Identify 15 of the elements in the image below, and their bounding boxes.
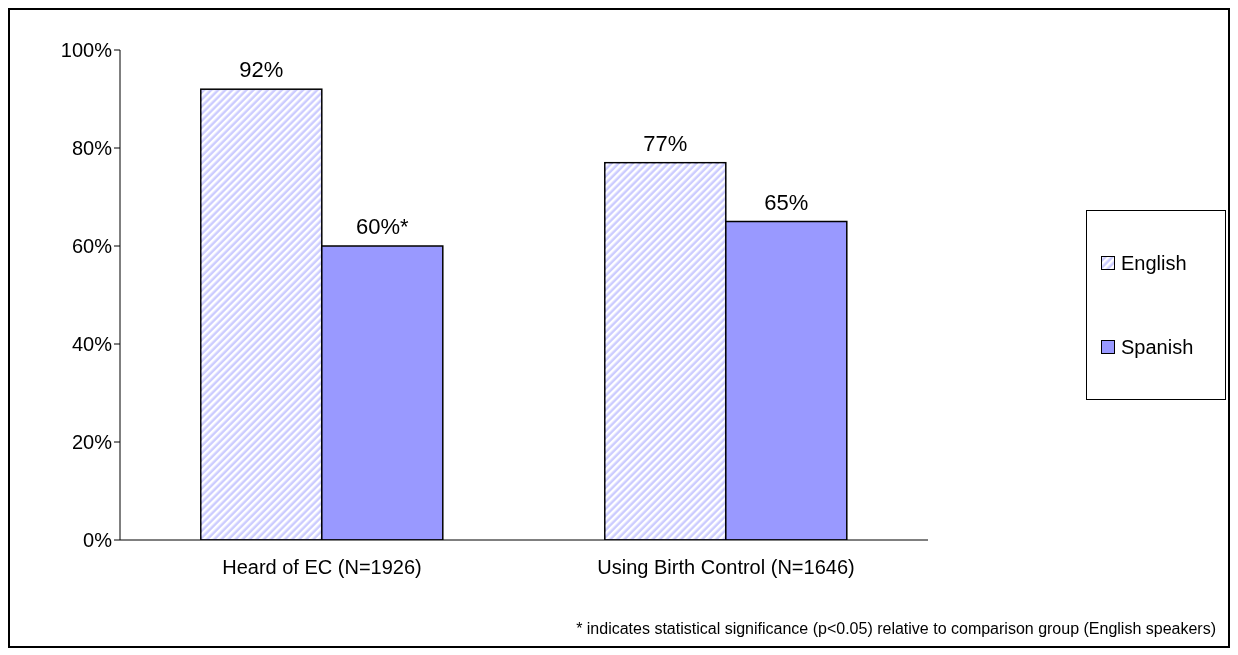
legend-label: Spanish [1121, 335, 1194, 359]
y-tick-label: 20% [71, 431, 113, 454]
text: * indicates statistical significance (p<0.05) relative to comparison group (English speakers) [576, 620, 1216, 638]
y-tick-label: 80% [71, 137, 113, 160]
y-tick-label: 100% [60, 39, 113, 62]
x-tick-label: Heard of EC (N=1926) [222, 556, 422, 579]
data-label: 65% [764, 189, 809, 215]
data-label: 60%* [356, 214, 410, 239]
x-tick-label: Using Birth Control (N=1646) [597, 556, 855, 579]
y-tick-label: 0% [83, 529, 113, 552]
y-tick-label: 60% [71, 235, 113, 258]
legend-label: English [1121, 251, 1187, 275]
data-label: 92% [239, 57, 284, 83]
y-tick-label: 40% [71, 333, 113, 356]
data-label: 77% [643, 130, 688, 156]
